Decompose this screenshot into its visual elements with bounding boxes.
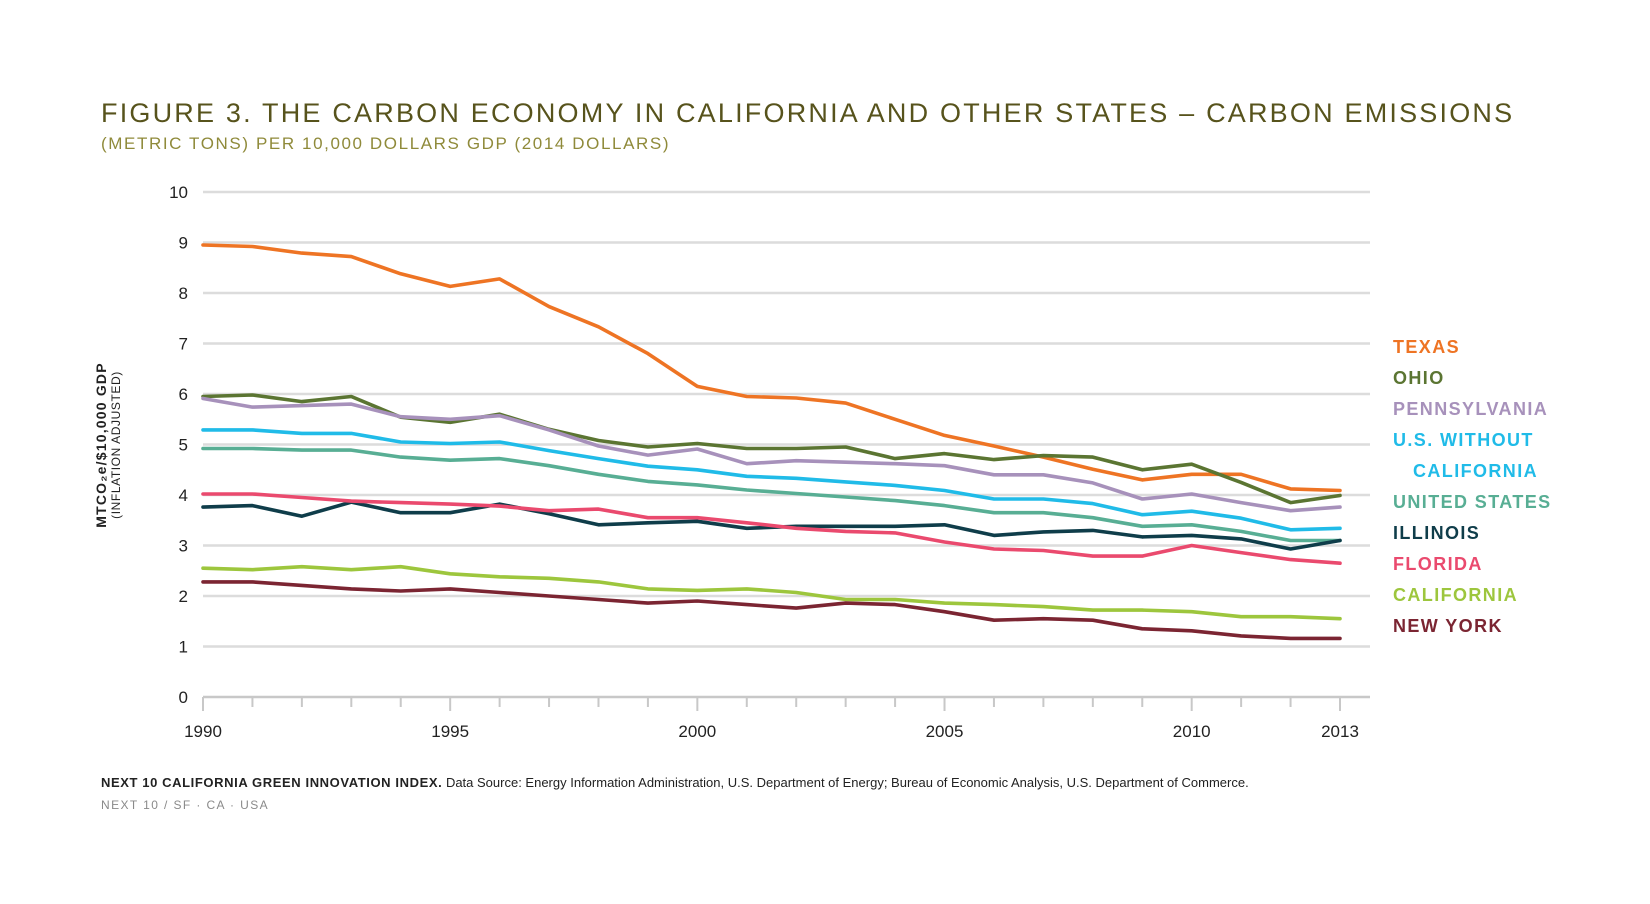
y-tick-label: 8 <box>179 284 188 303</box>
y-tick-label: 2 <box>179 587 188 606</box>
x-tick-label: 1995 <box>431 722 469 741</box>
legend-item: TEXAS <box>1393 337 1461 357</box>
legend-item: FLORIDA <box>1393 554 1483 574</box>
y-axis-title: MTCO₂e/$10,000 GDP (INFLATION ADJUSTED) <box>93 362 123 528</box>
chart-title: FIGURE 3. THE CARBON ECONOMY IN CALIFORN… <box>101 98 1515 128</box>
y-tick-label: 4 <box>179 486 188 505</box>
y-axis-ticks: 0 1 2 3 4 5 6 7 8 9 10 <box>169 183 188 707</box>
legend-item: ILLINOIS <box>1393 523 1481 543</box>
legend-item-continued: CALIFORNIA <box>1413 461 1538 481</box>
y-tick-label: 7 <box>179 335 188 354</box>
source-org: NEXT 10 CALIFORNIA GREEN INNOVATION INDE… <box>101 775 443 790</box>
legend-item: PENNSYLVANIA <box>1393 399 1549 419</box>
y-axis-label-sub: (INFLATION ADJUSTED) <box>109 371 123 519</box>
series-lines <box>201 243 1342 641</box>
y-tick-label: 10 <box>169 183 188 202</box>
series-line-pennsylvania <box>201 396 1342 513</box>
y-tick-label: 6 <box>179 385 188 404</box>
series-line-florida <box>201 492 1342 566</box>
x-axis: 1990 1995 2000 2005 2010 2013 <box>184 697 1359 741</box>
chart-subtitle: (METRIC TONS) PER 10,000 DOLLARS GDP (20… <box>101 134 671 153</box>
y-tick-label: 1 <box>179 638 188 657</box>
series-line-california <box>201 564 1342 621</box>
source-note: NEXT 10 CALIFORNIA GREEN INNOVATION INDE… <box>101 775 1249 790</box>
y-tick-label: 3 <box>179 537 188 556</box>
legend-item: OHIO <box>1393 368 1445 388</box>
source-text: Data Source: Energy Information Administ… <box>442 775 1249 790</box>
x-tick-label: 2005 <box>926 722 964 741</box>
series-line-united-states <box>201 446 1342 543</box>
legend-item: NEW YORK <box>1393 616 1503 636</box>
x-tick-label: 1990 <box>184 722 222 741</box>
y-tick-label: 9 <box>179 234 188 253</box>
legend-item: U.S. WITHOUT <box>1393 430 1534 450</box>
legend-item: UNITED STATES <box>1393 492 1552 512</box>
series-line-texas <box>201 243 1342 493</box>
gridlines <box>203 190 1370 699</box>
y-axis-label-main: MTCO₂e/$10,000 GDP <box>93 362 109 528</box>
credit-line: NEXT 10 / SF · CA · USA <box>101 798 270 812</box>
x-tick-label: 2010 <box>1173 722 1211 741</box>
x-tick-label: 2013 <box>1321 722 1359 741</box>
series-line-u-s-without <box>201 428 1342 532</box>
legend-item: CALIFORNIA <box>1393 585 1518 605</box>
y-tick-label: 5 <box>179 436 188 455</box>
y-tick-label: 0 <box>179 688 188 707</box>
x-tick-label: 2000 <box>678 722 716 741</box>
series-line-new-york <box>201 580 1342 641</box>
